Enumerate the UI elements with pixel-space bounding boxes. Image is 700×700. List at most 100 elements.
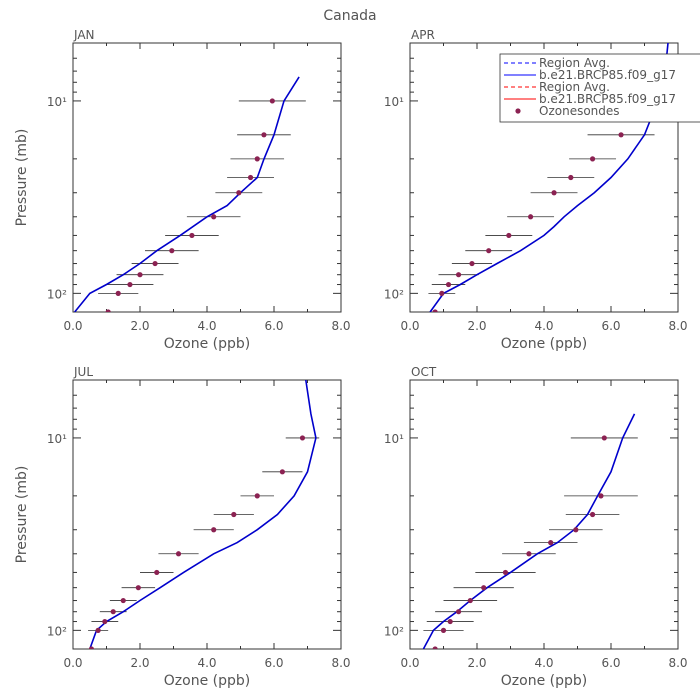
data-layer xyxy=(84,380,320,649)
ozonesonde-point xyxy=(432,309,438,312)
ozonesonde-point xyxy=(455,609,462,615)
x-tick-label: 8.0 xyxy=(668,319,687,333)
ozonesonde-point xyxy=(589,511,596,518)
ozonesonde-point xyxy=(254,156,260,162)
ozonesonde-point xyxy=(152,260,158,267)
x-tick-label: 6.0 xyxy=(601,656,620,670)
y-axis: 10¹ 10² xyxy=(47,42,341,301)
legend-item: Region Avg. xyxy=(504,80,610,94)
ozonesonde-point xyxy=(261,132,267,138)
y-tick-label: 10² xyxy=(47,624,67,638)
ozonesonde-point xyxy=(127,281,133,288)
legend-label: Ozonesondes xyxy=(539,104,620,118)
ozonesonde-point xyxy=(469,260,475,267)
ozonesonde-point xyxy=(299,435,306,441)
ozonesonde-point xyxy=(175,551,182,557)
ozonesonde-point xyxy=(247,174,254,181)
panel-label: JAN xyxy=(73,28,95,42)
ozonesonde-point xyxy=(105,309,111,312)
x-tick-label: 4.0 xyxy=(197,656,216,670)
legend-label: Region Avg. xyxy=(539,56,610,70)
ozonesonde-point xyxy=(568,174,574,181)
ozonesonde-point xyxy=(231,511,237,518)
x-tick-label: 4.0 xyxy=(534,319,553,333)
ozonesonde-point xyxy=(486,248,492,254)
x-axis: 0.0 2.0 4.0 6.0 8.0 xyxy=(63,380,351,670)
ozonesonde-point xyxy=(506,232,512,239)
x-axis-label: Ozone (ppb) xyxy=(501,673,587,689)
ozonesonde-point xyxy=(254,493,260,499)
x-tick-label: 0.0 xyxy=(400,656,419,670)
y-tick-label: 10² xyxy=(384,287,404,301)
x-tick-label: 4.0 xyxy=(534,656,553,670)
ozonesonde-point xyxy=(502,569,509,576)
model-line xyxy=(422,413,636,649)
plot-frame xyxy=(72,379,342,650)
panel-label: APR xyxy=(411,28,435,42)
x-axis-label: Ozone (ppb) xyxy=(164,336,250,352)
ozonesonde-point xyxy=(573,527,579,533)
ozonesonde-point xyxy=(269,98,275,104)
x-tick-label: 0.0 xyxy=(63,656,82,670)
ozonesonde-point xyxy=(432,646,438,649)
legend-marker xyxy=(515,108,521,114)
x-axis: 0.0 2.0 4.0 6.0 8.0 xyxy=(63,43,351,333)
x-axis: 0.0 2.0 4.0 6.0 8.0 xyxy=(400,43,688,333)
x-tick-label: 4.0 xyxy=(197,319,216,333)
model-line xyxy=(89,380,317,649)
y-axis: 10¹ 10² xyxy=(384,379,678,638)
panels: JAN 0.0 2.0 4.0 6.0 8.0 Ozone (ppb) Pressure (m… xyxy=(14,28,688,689)
ozonesonde-point xyxy=(211,214,217,220)
ozonesonde-point xyxy=(95,627,101,633)
ozonesonde-point xyxy=(618,132,624,138)
legend-box xyxy=(499,53,700,123)
model-line xyxy=(429,43,669,312)
x-tick-label: 2.0 xyxy=(467,656,486,670)
y-axis-label: Pressure (mb) xyxy=(14,466,30,564)
y-tick-label: 10¹ xyxy=(47,95,67,109)
ozonesonde-point xyxy=(467,597,473,604)
y-tick-label: 10² xyxy=(384,624,404,638)
ozonesonde-point xyxy=(189,232,195,239)
ozonesonde-point xyxy=(447,618,453,625)
ozonesonde-point xyxy=(589,156,596,162)
legend-item: b.e21.BRCP85.f09_g17 xyxy=(504,92,676,106)
plot-frame xyxy=(72,42,342,313)
panel-oct: OCT 0.0 2.0 4.0 6.0 8.0 Ozone (ppb) 10¹ 10² xyxy=(384,365,688,689)
data-layer xyxy=(422,413,638,649)
x-axis: 0.0 2.0 4.0 6.0 8.0 xyxy=(400,380,688,670)
x-tick-label: 8.0 xyxy=(668,656,687,670)
legend-label: b.e21.BRCP85.f09_g17 xyxy=(539,92,676,106)
ozonesonde-point xyxy=(236,190,242,196)
ozonesonde-point xyxy=(154,569,160,576)
x-tick-label: 8.0 xyxy=(331,656,350,670)
legend-label: b.e21.BRCP85.f09_g17 xyxy=(539,68,676,82)
y-axis: 10¹ 10² xyxy=(384,42,678,301)
y-tick-label: 10¹ xyxy=(47,432,67,446)
plot-frame xyxy=(409,379,679,650)
x-tick-label: 6.0 xyxy=(601,319,620,333)
ozonesonde-point xyxy=(598,493,604,499)
y-tick-label: 10¹ xyxy=(384,432,404,446)
ozonesonde-point xyxy=(528,214,534,220)
ozonesonde-point xyxy=(526,551,532,557)
x-axis-label: Ozone (ppb) xyxy=(164,673,250,689)
x-tick-label: 0.0 xyxy=(63,319,82,333)
ozonesonde-point xyxy=(135,585,141,591)
panel-label: JUL xyxy=(73,365,93,379)
x-tick-label: 2.0 xyxy=(130,319,149,333)
ozonesonde-point xyxy=(137,272,143,278)
model-line xyxy=(74,76,300,312)
ozonesonde-point xyxy=(455,272,462,278)
x-tick-label: 8.0 xyxy=(331,319,350,333)
y-tick-label: 10² xyxy=(47,287,67,301)
x-tick-label: 2.0 xyxy=(467,319,486,333)
y-axis: 10¹ 10² xyxy=(47,379,341,638)
ozonesonde-point xyxy=(440,627,447,633)
figure-title: Canada xyxy=(323,8,376,24)
y-axis-label: Pressure (mb) xyxy=(14,129,30,227)
legend-item: Ozonesondes xyxy=(515,104,620,118)
ozonesonde-point xyxy=(211,527,217,533)
